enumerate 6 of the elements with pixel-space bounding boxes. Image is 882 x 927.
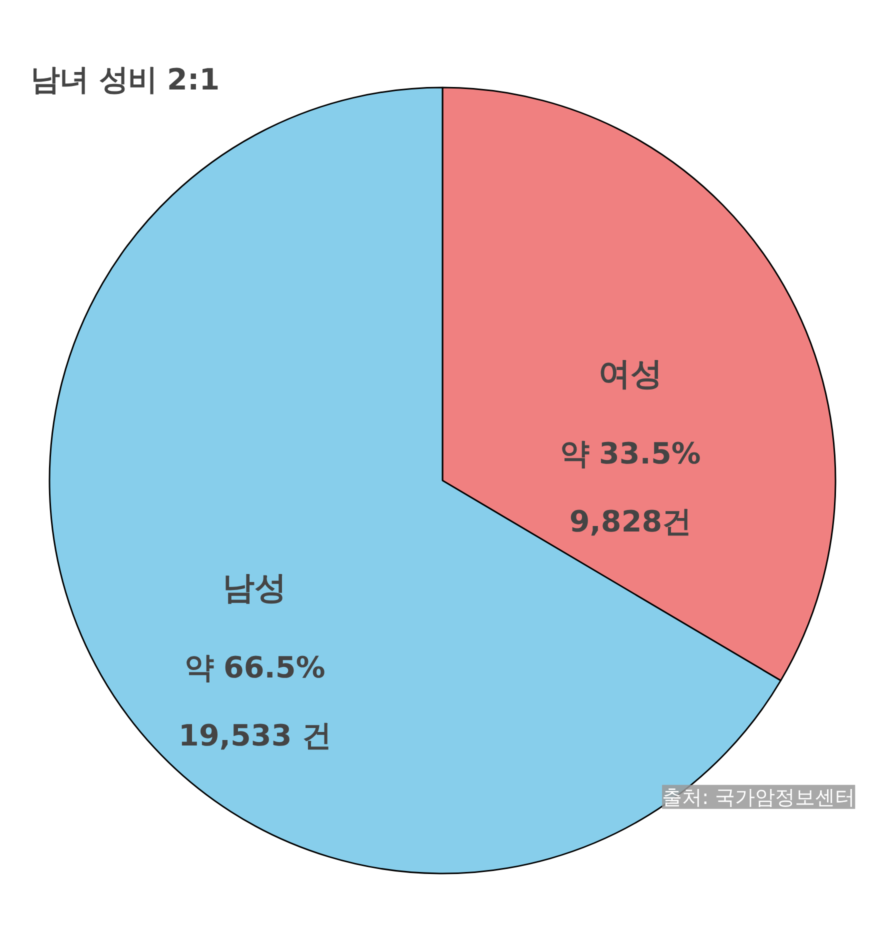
data-label: 약 66.5% 19,533 건 xyxy=(178,650,331,752)
slice-label: 여성 xyxy=(598,354,662,392)
source-note: 출처: 국가암정보센터 xyxy=(662,784,856,809)
slice-label: 남성 xyxy=(222,568,287,607)
chart-title: 남녀 성비 2:1 xyxy=(30,62,220,97)
data-label: 약 33.5% 9,828건 xyxy=(560,436,701,538)
